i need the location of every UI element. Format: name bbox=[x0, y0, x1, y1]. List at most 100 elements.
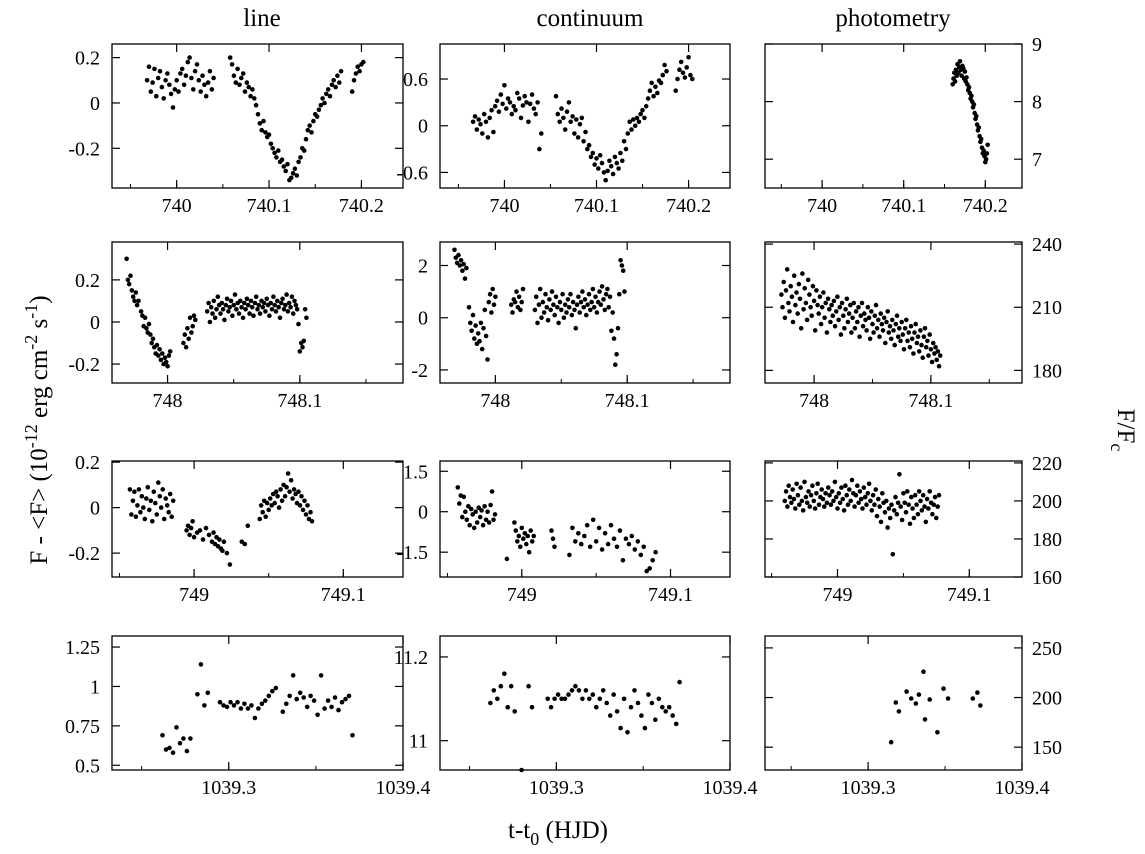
data-point bbox=[932, 494, 938, 500]
data-point bbox=[853, 492, 859, 498]
data-point bbox=[785, 504, 790, 509]
data-point bbox=[566, 305, 572, 310]
data-point bbox=[599, 547, 605, 552]
data-point bbox=[529, 704, 535, 710]
data-point bbox=[649, 80, 654, 86]
data-point bbox=[257, 516, 263, 522]
data-point bbox=[202, 82, 207, 88]
data-point bbox=[278, 487, 283, 492]
data-point bbox=[183, 73, 189, 78]
data-point bbox=[878, 519, 884, 525]
data-point bbox=[655, 90, 660, 96]
data-point bbox=[607, 713, 613, 718]
data-point bbox=[329, 704, 334, 710]
data-point bbox=[154, 342, 160, 348]
data-point bbox=[512, 709, 517, 714]
data-point bbox=[329, 82, 335, 88]
data-point bbox=[579, 115, 585, 121]
data-point bbox=[552, 696, 557, 702]
data-point bbox=[263, 309, 268, 314]
data-point bbox=[629, 127, 634, 132]
data-point bbox=[346, 693, 352, 699]
data-point bbox=[196, 78, 202, 83]
data-point bbox=[922, 504, 927, 509]
data-point bbox=[227, 55, 233, 60]
data-point bbox=[483, 517, 489, 523]
data-point bbox=[802, 479, 807, 485]
data-point bbox=[463, 509, 468, 514]
data-point bbox=[361, 59, 366, 65]
data-point bbox=[294, 307, 300, 312]
data-point bbox=[675, 76, 680, 82]
data-point bbox=[505, 96, 511, 101]
data-point bbox=[520, 103, 526, 108]
data-point bbox=[894, 313, 900, 319]
data-point bbox=[259, 701, 265, 707]
data-point bbox=[455, 485, 461, 490]
y-tick-label: 150 bbox=[1032, 737, 1062, 759]
data-point bbox=[791, 496, 797, 502]
data-point bbox=[895, 334, 901, 340]
plot-frame bbox=[764, 241, 1023, 384]
data-point bbox=[275, 298, 280, 304]
data-point bbox=[166, 353, 172, 358]
x-tick-label: 1039.4 bbox=[703, 777, 758, 799]
data-point bbox=[682, 75, 688, 80]
data-point bbox=[250, 87, 255, 92]
data-point bbox=[512, 299, 518, 305]
data-point bbox=[488, 502, 493, 508]
data-point bbox=[483, 333, 489, 339]
data-point bbox=[457, 263, 463, 268]
data-point bbox=[829, 489, 835, 494]
data-point bbox=[783, 489, 789, 494]
data-point bbox=[584, 522, 590, 528]
data-point bbox=[782, 315, 788, 321]
data-point bbox=[557, 299, 563, 305]
data-point bbox=[288, 175, 294, 181]
data-point bbox=[288, 478, 294, 483]
data-point bbox=[541, 310, 547, 315]
data-point bbox=[524, 541, 529, 547]
data-point bbox=[257, 311, 263, 316]
data-point bbox=[902, 500, 907, 506]
panels: 740 740.1 740.2 -0.2 0 0.2 740 740.1 740.2 -0.6 0 0… bbox=[65, 34, 1062, 799]
data-point bbox=[552, 544, 557, 550]
y-axis-label-left: F - <F> (10-12 erg cm-2 s-1) bbox=[21, 295, 53, 564]
data-point bbox=[327, 93, 333, 99]
data-point bbox=[809, 313, 814, 319]
data-point bbox=[294, 696, 300, 702]
data-point bbox=[827, 492, 832, 498]
data-point bbox=[862, 494, 868, 500]
y-tick-label: -2 bbox=[411, 360, 428, 382]
y-tick-label: 0 bbox=[418, 308, 428, 330]
y-tick-label: 240 bbox=[1032, 234, 1062, 256]
data-point bbox=[626, 541, 632, 547]
data-point bbox=[899, 517, 905, 523]
data-point bbox=[496, 109, 502, 114]
data-point bbox=[318, 102, 324, 108]
data-point bbox=[253, 102, 259, 108]
data-point bbox=[304, 315, 309, 321]
data-point bbox=[930, 340, 936, 346]
data-point bbox=[885, 309, 890, 314]
panel-2-0: 749 749.1 -0.2 0 0.2 bbox=[68, 452, 404, 606]
data-point bbox=[589, 299, 594, 305]
data-point bbox=[933, 344, 938, 350]
data-point bbox=[862, 311, 867, 316]
data-point bbox=[865, 491, 871, 496]
data-point bbox=[586, 291, 592, 297]
data-point bbox=[521, 536, 526, 541]
data-point bbox=[149, 340, 154, 346]
data-point bbox=[590, 517, 596, 523]
data-point bbox=[916, 349, 922, 354]
data-point bbox=[800, 271, 805, 276]
data-point bbox=[178, 71, 183, 76]
data-point bbox=[208, 304, 214, 310]
data-point bbox=[130, 498, 136, 504]
data-point bbox=[849, 330, 854, 335]
data-point bbox=[268, 141, 274, 147]
data-point bbox=[491, 688, 497, 693]
data-point bbox=[789, 294, 795, 300]
panel-3-2: 1039.3 1039.4 150 200 250 bbox=[764, 635, 1062, 799]
data-point bbox=[232, 292, 238, 297]
